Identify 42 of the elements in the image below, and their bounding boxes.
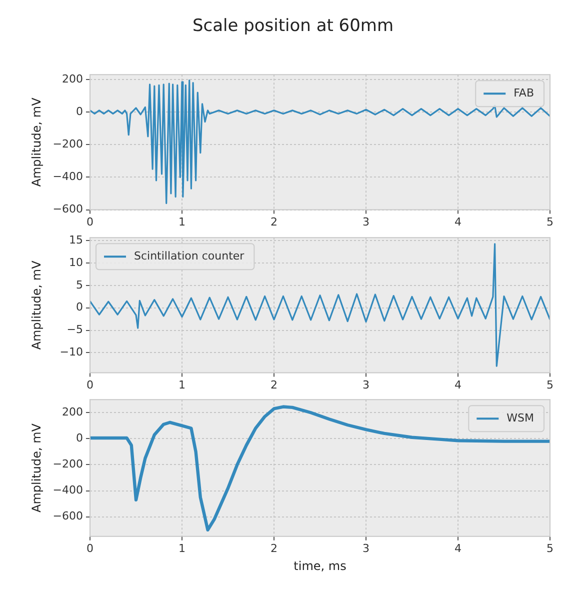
x-tick-label: 0 (86, 378, 94, 392)
chart-title: Scale position at 60mm (191, 16, 395, 36)
y-tick-label: 0 (76, 432, 83, 445)
y-tick-label: −200 (52, 138, 83, 151)
x-tick-label: 2 (270, 215, 278, 228)
x-tick-label: 1 (178, 542, 186, 555)
y-tick-label: −5 (66, 323, 83, 336)
legend-label: WSM (506, 411, 534, 424)
y-tick-label: 15 (69, 234, 83, 247)
y-axis-title: Amplitude, mV (29, 260, 44, 350)
y-axis-title: Amplitude, mV (29, 96, 44, 187)
y-tick-label: −400 (52, 170, 83, 184)
y-tick-label: −10 (60, 346, 83, 359)
x-tick-label: 3 (362, 378, 370, 392)
x-tick-label: 5 (546, 378, 554, 392)
y-tick-label: 0 (76, 300, 83, 314)
y-tick-label: −600 (52, 202, 83, 216)
y-tick-label: 200 (62, 72, 83, 86)
y-tick-label: −200 (52, 458, 83, 471)
x-tick-label: 3 (362, 542, 370, 555)
legend-label: Scintillation counter (134, 249, 245, 262)
y-tick-label: −600 (52, 510, 83, 523)
x-tick-label: 5 (546, 215, 554, 228)
x-tick-label: 3 (362, 215, 370, 228)
y-tick-label: 0 (76, 104, 83, 118)
x-tick-label: 5 (546, 542, 554, 555)
x-tick-label: 2 (270, 378, 278, 392)
x-tick-label: 4 (454, 542, 462, 555)
x-tick-label: 4 (454, 215, 462, 228)
x-tick-label: 1 (178, 378, 186, 392)
y-tick-label: 10 (69, 256, 83, 269)
x-tick-label: 2 (270, 542, 278, 555)
y-axis-title: Amplitude, mV (29, 422, 44, 513)
x-tick-label: 0 (86, 215, 94, 228)
x-tick-label: 1 (178, 215, 186, 228)
x-axis-title: time, ms (294, 558, 346, 573)
x-tick-label: 4 (454, 378, 462, 392)
y-tick-label: 5 (76, 278, 83, 292)
y-tick-label: −400 (52, 484, 83, 497)
y-tick-label: 200 (62, 405, 83, 418)
legend-label: FAB (514, 86, 534, 100)
x-tick-label: 0 (86, 542, 94, 555)
